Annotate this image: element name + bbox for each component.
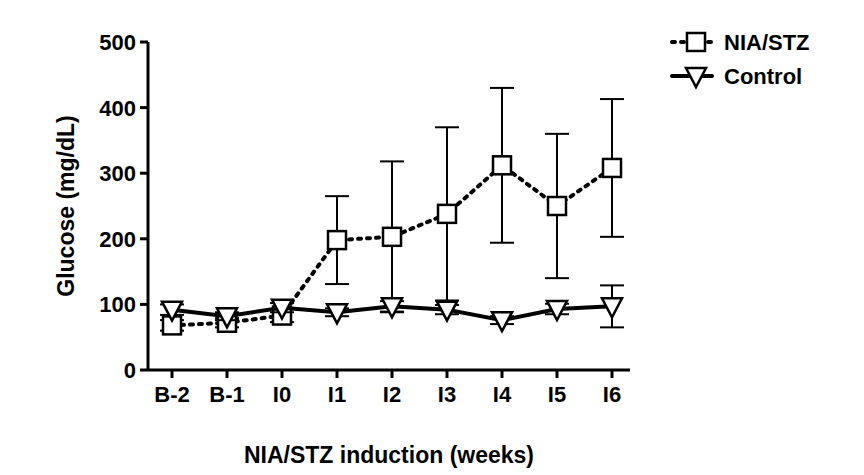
y-axis [147, 42, 150, 370]
legend-marker [686, 68, 706, 87]
x-axis-label: NIA/STZ induction (weeks) [244, 442, 534, 468]
error-bar [545, 134, 569, 278]
y-tick [140, 172, 148, 175]
x-tick-label: I4 [493, 382, 512, 407]
point [548, 197, 566, 215]
point [327, 304, 347, 323]
x-tick-label: I6 [603, 382, 621, 407]
y-tick [140, 369, 148, 372]
plot-area [160, 88, 624, 334]
error-cap [325, 283, 349, 285]
point [602, 298, 622, 317]
x-tick [391, 370, 394, 378]
y-tick [140, 106, 148, 109]
y-tick-label: 500 [99, 30, 136, 55]
point [438, 205, 456, 223]
legend-label: Control [724, 64, 802, 89]
error-cap [435, 126, 459, 128]
y-tick-label: 0 [124, 358, 136, 383]
error-bar [380, 161, 404, 312]
x-tick [171, 370, 174, 378]
x-tick [446, 370, 449, 378]
point [162, 302, 182, 321]
point [492, 312, 512, 331]
x-tick-label: B-2 [154, 382, 189, 407]
x-tick-label: I1 [328, 382, 346, 407]
point [272, 300, 292, 319]
x-tick [281, 370, 284, 378]
error-cap [600, 236, 624, 238]
point [382, 298, 402, 317]
x-tick [501, 370, 504, 378]
error-cap [545, 133, 569, 135]
x-tick-label: B-1 [209, 382, 244, 407]
x-tick [611, 370, 614, 378]
x-tick-label: I3 [438, 382, 456, 407]
point [493, 156, 511, 174]
error-bar [435, 127, 459, 300]
x-tick [226, 370, 229, 378]
error-cap [600, 284, 624, 286]
point [217, 308, 237, 327]
y-tick [140, 41, 148, 44]
error-bar [600, 99, 624, 237]
error-cap [545, 277, 569, 279]
error-bar [490, 88, 514, 243]
point [328, 231, 346, 249]
chart: 0 100 200 300 400 500 B-2 B-1 I0 I1 I2 I3 I4 I5 I6 NIA/… [0, 0, 864, 475]
y-tick-label: 400 [99, 96, 136, 121]
legend-label: NIA/STZ [724, 30, 810, 55]
y-tick-label: 100 [99, 292, 136, 317]
legend: NIA/STZ Control [672, 30, 810, 89]
error-cap [490, 242, 514, 244]
y-tick-label: 200 [99, 227, 136, 252]
x-tick [556, 370, 559, 378]
error-cap [600, 98, 624, 100]
error-bar [325, 196, 349, 284]
x-tick-label: I0 [273, 382, 291, 407]
error-cap [325, 195, 349, 197]
point [547, 301, 567, 320]
x-tick [336, 370, 339, 378]
point [383, 228, 401, 246]
point [437, 302, 457, 321]
y-axis-label: Glucose (mg/dL) [53, 115, 79, 296]
x-tick-label: I5 [548, 382, 566, 407]
y-tick [140, 303, 148, 306]
point [603, 159, 621, 177]
error-cap [600, 326, 624, 328]
error-cap [490, 87, 514, 89]
y-tick [140, 237, 148, 240]
x-tick-label: I2 [383, 382, 401, 407]
error-cap [380, 160, 404, 162]
series-line [172, 165, 612, 325]
legend-marker [687, 33, 705, 51]
y-tick-label: 300 [99, 161, 136, 186]
